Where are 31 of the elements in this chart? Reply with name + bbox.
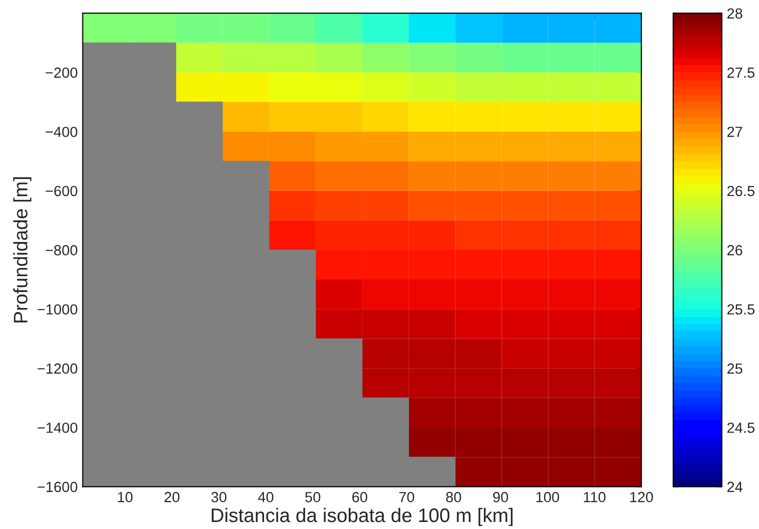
color-bar-label: 25: [727, 363, 742, 374]
x-tick-label: 120: [630, 492, 653, 502]
y-tick-label: −1600: [38, 482, 78, 492]
y-tick-label: −1000: [38, 304, 78, 315]
y-tick-label: −200: [46, 68, 78, 78]
color-bar-label: 24.5: [727, 422, 754, 433]
x-tick-label: 90: [493, 492, 508, 502]
color-bar-label: 26: [727, 245, 742, 256]
x-tick-label: 80: [446, 492, 462, 502]
x-tick-label: 20: [164, 492, 180, 502]
color-bar-label: 24: [727, 482, 742, 492]
y-tick-label: −800: [46, 245, 78, 256]
x-tick-label: 50: [305, 492, 320, 502]
y-tick-label: −600: [46, 186, 78, 196]
y-tick-label: −1400: [38, 422, 78, 433]
y-axis-title: Profundidade [m]: [13, 177, 32, 322]
x-axis-title: Distancia da isobata de 100 m [km]: [212, 508, 513, 526]
x-tick-label: 110: [584, 492, 606, 502]
color-bar-label: 28: [727, 8, 742, 19]
color-bar-label: 26.5: [727, 186, 754, 196]
color-bar-label: 27.5: [727, 68, 754, 78]
x-tick-label: 40: [258, 492, 274, 502]
x-tick-label: 100: [536, 492, 560, 502]
x-tick-label: 30: [211, 492, 226, 502]
x-tick-label: 10: [118, 492, 133, 502]
y-tick-label: −400: [46, 126, 78, 138]
y-tick-label: −1200: [38, 363, 78, 374]
x-tick-label: 70: [399, 492, 414, 502]
color-bar-label: 25.5: [727, 304, 754, 315]
x-tick-label: 60: [352, 492, 368, 502]
color-bar-label: 27: [727, 126, 742, 137]
